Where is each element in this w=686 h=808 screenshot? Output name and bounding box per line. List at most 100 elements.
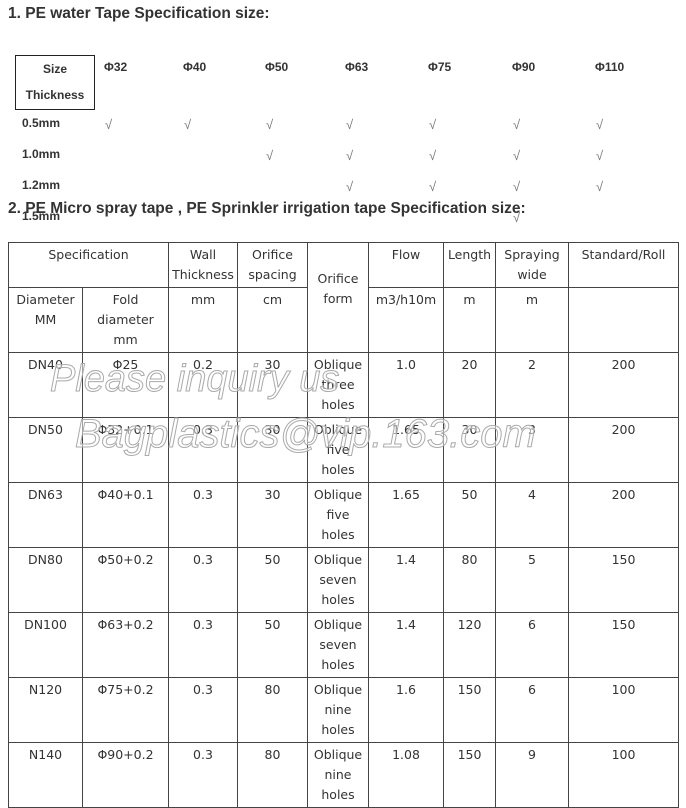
size-col-header: Φ75 [428, 60, 452, 74]
cell-flow: 1.4 [368, 547, 444, 613]
cell-fold-diameter: Φ90+0.2 [82, 742, 169, 808]
cell-orifice-spacing: 30 [237, 482, 308, 548]
hdr-wall: Wall Thickness [168, 242, 238, 288]
cell-spraying-wide: 6 [495, 677, 569, 743]
cell-wall-thickness: 0.3 [168, 677, 238, 743]
size-col-header: Φ40 [183, 60, 207, 74]
hdr-form: Orifice form [307, 242, 369, 353]
thickness-row-label: 1.5mm [22, 209, 61, 223]
cell-length: 30 [443, 417, 496, 483]
cell-wall-thickness: 0.3 [168, 547, 238, 613]
cell-wall-thickness: 0.3 [168, 482, 238, 548]
check-icon: √ [346, 148, 354, 163]
thickness-label: Thickness [25, 88, 85, 102]
cell-diameter: N140 [8, 742, 83, 808]
check-icon: √ [346, 117, 354, 132]
header-row-2: Diameter MM Fold diameter mm mm cm m3/h1… [8, 287, 679, 353]
unit-length: m [443, 287, 496, 353]
cell-spraying-wide: 3 [495, 417, 569, 483]
cell-fold-diameter: Φ40+0.1 [82, 482, 169, 548]
size-thickness-header: Size Thickness [15, 55, 95, 110]
cell-flow: 1.65 [368, 482, 444, 548]
section1-title: 1. PE water Tape Specification size: [8, 5, 270, 22]
cell-flow: 1.0 [368, 352, 444, 418]
check-icon: √ [429, 117, 437, 132]
table-row: DN40 Φ25 0.2 30 Oblique three holes 1.0 20 2 200 [8, 352, 679, 418]
unit-wall: mm [168, 287, 238, 353]
unit-spacing: cm [237, 287, 308, 353]
hdr-standard: Standard/Roll [568, 242, 679, 288]
cell-standard-roll: 150 [568, 547, 679, 613]
cell-wall-thickness: 0.3 [168, 612, 238, 678]
table-row: DN50 Φ32+0.1 0.3 30 Oblique five holes 1.65 30… [8, 417, 679, 483]
check-icon: √ [346, 179, 354, 194]
check-icon: √ [513, 117, 521, 132]
cell-wall-thickness: 0.3 [168, 742, 238, 808]
cell-diameter: DN50 [8, 417, 83, 483]
cell-standard-roll: 150 [568, 612, 679, 678]
cell-fold-diameter: Φ25 [82, 352, 169, 418]
cell-fold-diameter: Φ75+0.2 [82, 677, 169, 743]
size-col-header: Φ90 [512, 60, 536, 74]
unit-flow: m3/h10m [368, 287, 444, 353]
hdr-spacing: Orifice spacing [237, 242, 308, 288]
cell-length: 80 [443, 547, 496, 613]
cell-flow: 1.08 [368, 742, 444, 808]
unit-standard [568, 287, 679, 353]
cell-spraying-wide: 6 [495, 612, 569, 678]
hdr-diameter: Diameter MM [8, 287, 83, 353]
cell-orifice-form: Oblique five holes [307, 417, 369, 483]
header-row-1: Specification Wall Thickness Orifice spa… [8, 242, 679, 353]
thickness-row-label: 1.2mm [22, 178, 61, 192]
cell-fold-diameter: Φ63+0.2 [82, 612, 169, 678]
check-icon: √ [266, 117, 274, 132]
table-row: DN63 Φ40+0.1 0.3 30 Oblique five holes 1.65 50… [8, 482, 679, 548]
check-icon: √ [105, 117, 113, 132]
cell-spraying-wide: 4 [495, 482, 569, 548]
cell-orifice-spacing: 30 [237, 417, 308, 483]
hdr-specification: Specification [8, 242, 169, 288]
cell-orifice-form: Oblique five holes [307, 482, 369, 548]
check-icon: √ [596, 179, 604, 194]
cell-diameter: DN80 [8, 547, 83, 613]
hdr-spraying: Spraying wide [495, 242, 569, 288]
cell-orifice-form: Oblique seven holes [307, 612, 369, 678]
cell-standard-roll: 200 [568, 417, 679, 483]
check-icon: √ [513, 210, 521, 225]
hdr-flow: Flow [368, 242, 444, 288]
cell-spraying-wide: 5 [495, 547, 569, 613]
cell-flow: 1.6 [368, 677, 444, 743]
cell-standard-roll: 100 [568, 742, 679, 808]
cell-orifice-spacing: 80 [237, 742, 308, 808]
cell-length: 50 [443, 482, 496, 548]
hdr-length: Length [443, 242, 496, 288]
cell-standard-roll: 100 [568, 677, 679, 743]
cell-length: 120 [443, 612, 496, 678]
size-col-header: Φ50 [265, 60, 289, 74]
cell-diameter: N120 [8, 677, 83, 743]
check-icon: √ [596, 148, 604, 163]
cell-orifice-spacing: 50 [237, 612, 308, 678]
cell-wall-thickness: 0.3 [168, 417, 238, 483]
table-row: N140 Φ90+0.2 0.3 80 Oblique nine holes 1.08 15… [8, 742, 679, 808]
cell-orifice-form: Oblique nine holes [307, 742, 369, 808]
cell-wall-thickness: 0.2 [168, 352, 238, 418]
cell-orifice-spacing: 80 [237, 677, 308, 743]
cell-flow: 1.65 [368, 417, 444, 483]
cell-diameter: DN100 [8, 612, 83, 678]
cell-orifice-form: Oblique nine holes [307, 677, 369, 743]
check-icon: √ [513, 148, 521, 163]
check-icon: √ [596, 117, 604, 132]
table-row: DN100 Φ63+0.2 0.3 50 Oblique seven holes 1.4 1… [8, 612, 679, 678]
cell-length: 20 [443, 352, 496, 418]
cell-orifice-form: Oblique seven holes [307, 547, 369, 613]
thickness-row-label: 0.5mm [22, 116, 61, 130]
size-col-header: Φ32 [104, 60, 128, 74]
cell-orifice-spacing: 50 [237, 547, 308, 613]
table-row: DN80 Φ50+0.2 0.3 50 Oblique seven holes 1.4 80… [8, 547, 679, 613]
unit-spraying: m [495, 287, 569, 353]
cell-flow: 1.4 [368, 612, 444, 678]
cell-standard-roll: 200 [568, 482, 679, 548]
thickness-row-label: 1.0mm [22, 147, 61, 161]
cell-standard-roll: 200 [568, 352, 679, 418]
